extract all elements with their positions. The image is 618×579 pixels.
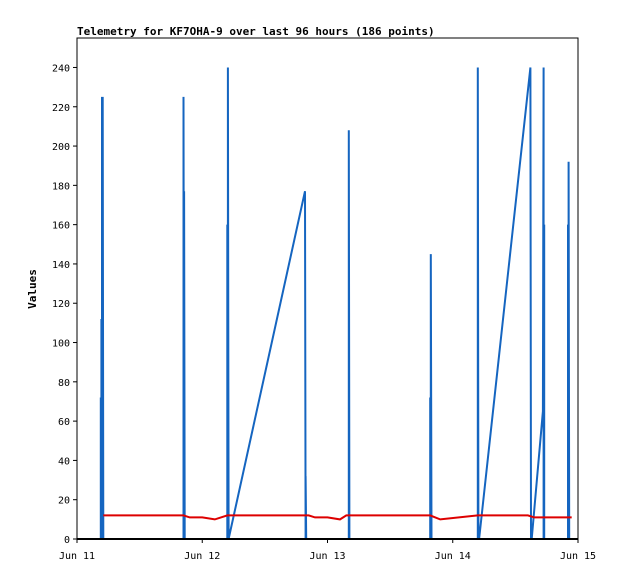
x-tick-label: Jun 11: [59, 551, 95, 562]
series-line-2: [103, 514, 572, 521]
y-tick-label: 180: [52, 181, 70, 192]
y-tick-label: 160: [52, 221, 70, 232]
y-axis-label: Values: [26, 269, 39, 309]
x-tick-label: Jun 12: [184, 551, 220, 562]
x-tick-label: Jun 13: [309, 551, 345, 562]
y-tick-label: 140: [52, 260, 70, 271]
x-axis-ticks: Jun 11 Jun 12 Jun 13 Jun 14 Jun 15: [59, 539, 596, 562]
y-axis-ticks: 0 20 40 60 80 100 120 140 160 180 200 220 240: [52, 63, 77, 546]
y-tick-label: 40: [58, 456, 70, 467]
y-tick-label: 20: [58, 496, 70, 507]
x-tick-label: Jun 15: [560, 551, 596, 562]
y-tick-label: 60: [58, 417, 70, 428]
x-tick-label: Jun 14: [435, 551, 471, 562]
y-tick-label: 100: [52, 339, 70, 350]
y-tick-label: 220: [52, 103, 70, 114]
y-tick-label: 240: [52, 63, 70, 74]
y-tick-label: 120: [52, 299, 70, 310]
series-line-1: [99, 67, 571, 540]
y-tick-label: 0: [64, 535, 70, 546]
y-tick-label: 80: [58, 378, 70, 389]
chart-title: Telemetry for KF7OHA-9 over last 96 hour…: [77, 25, 435, 38]
series-layer: [99, 67, 572, 540]
plot-area-frame: [76, 37, 579, 540]
y-tick-label: 200: [52, 142, 70, 153]
